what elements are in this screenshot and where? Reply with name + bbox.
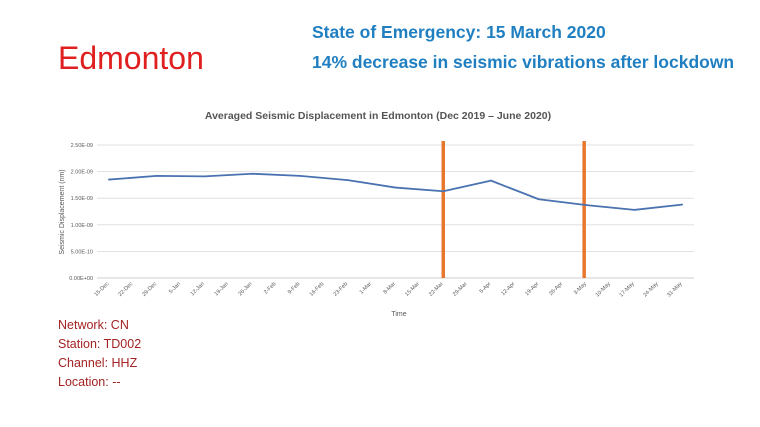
y-tick-label: 1.00E-09 — [71, 223, 93, 229]
x-tick-label: 29-Mar — [452, 281, 469, 298]
x-tick-label: 10-May — [595, 281, 612, 298]
y-tick-label: 0.00E+00 — [69, 276, 93, 282]
city-title: Edmonton — [58, 40, 204, 76]
location-label: Location: -- — [58, 375, 121, 389]
data-point — [251, 172, 254, 175]
x-tick-label: 22-Dec — [117, 281, 134, 298]
data-point — [537, 198, 540, 201]
series-line — [108, 172, 683, 211]
x-tick-label: 12-Apr — [500, 281, 516, 297]
x-tick-label: 29-Dec — [141, 281, 158, 298]
x-tick-label: 17-May — [619, 281, 636, 298]
x-tick-label: 12-Jan — [190, 281, 206, 297]
x-tick-label: 9-Feb — [287, 281, 301, 295]
decrease-headline: 14% decrease in seismic vibrations after… — [312, 52, 735, 72]
x-tick-label: 23-Feb — [333, 281, 350, 298]
x-tick-label: 22-Mar — [428, 281, 445, 298]
data-point — [633, 209, 636, 211]
data-point — [585, 204, 588, 207]
y-tick-label: 2.00E-09 — [71, 170, 93, 176]
data-point — [681, 203, 683, 206]
y-tick-label: 5.00E-10 — [71, 249, 93, 255]
x-tick-label: 24-May — [642, 281, 659, 298]
x-tick-label: 26-Jan — [237, 281, 253, 297]
x-tick-label: 19-Jan — [214, 281, 230, 297]
channel-label: Channel: HHZ — [58, 356, 138, 370]
x-tick-label: 16-Feb — [309, 281, 326, 298]
station-label: Station: TD002 — [58, 337, 142, 351]
data-point — [108, 178, 110, 181]
x-tick-label: 1-Mar — [359, 281, 374, 296]
data-point — [346, 179, 349, 182]
x-tick-label: 31-May — [666, 281, 683, 298]
x-tick-label: 8-Mar — [383, 281, 398, 296]
emergency-date-headline: State of Emergency: 15 March 2020 — [312, 22, 606, 42]
chart-title: Averaged Seismic Displacement in Edmonto… — [205, 110, 551, 122]
data-point — [203, 175, 206, 178]
data-point — [394, 186, 397, 189]
y-tick-label: 1.50E-09 — [71, 196, 93, 202]
x-tick-label: 5-Apr — [479, 281, 493, 295]
x-tick-label: 19-Apr — [524, 281, 540, 297]
data-point — [490, 179, 492, 182]
x-tick-label: 3-May — [573, 281, 588, 296]
x-axis-label: Time — [391, 311, 406, 318]
data-point — [155, 174, 158, 177]
data-point — [299, 174, 301, 177]
x-tick-label: 5-Jan — [168, 281, 182, 295]
x-tick-label: 2-Feb — [263, 281, 277, 295]
y-tick-label: 2.50E-09 — [71, 143, 93, 149]
network-label: Network: CN — [58, 318, 129, 332]
x-tick-label: 26-Apr — [548, 281, 564, 297]
y-axis-label: Seismic Displacement (nm) — [59, 169, 66, 254]
data-point — [442, 190, 445, 193]
x-tick-label: 15-Mar — [404, 281, 421, 298]
x-tick-label: 15-Dec — [94, 281, 111, 298]
